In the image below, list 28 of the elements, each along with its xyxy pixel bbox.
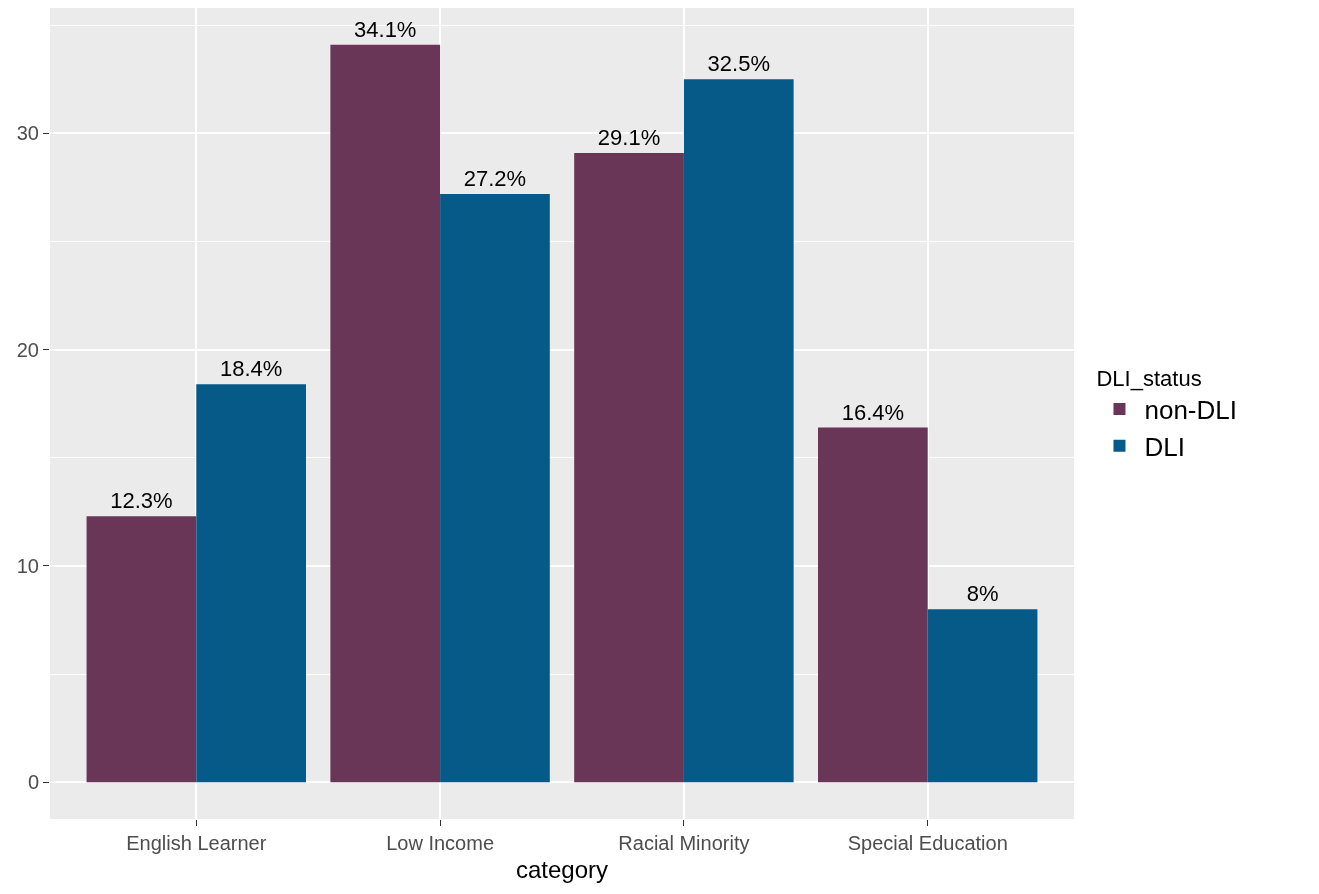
- legend-label: DLI: [1144, 431, 1185, 462]
- data-label: 16.4%: [841, 399, 905, 425]
- legend-title: DLI_status: [1096, 365, 1202, 391]
- y-tick-label: 10: [16, 554, 39, 577]
- bar: [818, 427, 928, 783]
- x-tick-label: Low Income: [386, 832, 495, 854]
- data-label: 32.5%: [707, 51, 770, 77]
- x-tick-label: English Learner: [126, 832, 267, 854]
- y-tick-label: 30: [16, 122, 39, 145]
- bar: [440, 193, 550, 783]
- data-label: 34.1%: [354, 16, 417, 42]
- bar: [683, 79, 794, 783]
- legend-label: non-DLI: [1144, 395, 1237, 426]
- x-axis-title: category: [515, 856, 609, 884]
- bar: [574, 152, 684, 783]
- data-label: 27.2%: [463, 165, 527, 191]
- y-tick-label: 20: [16, 338, 39, 361]
- data-label: 18.4%: [219, 356, 283, 382]
- bar: [86, 516, 197, 783]
- x-tick-label: Special Education: [847, 832, 1008, 854]
- bar: [927, 609, 1038, 783]
- x-tick-label: Racial Minority: [618, 832, 750, 854]
- bar: [330, 44, 441, 783]
- data-label: 12.3%: [110, 488, 173, 514]
- y-tick-label: 0: [27, 771, 39, 794]
- data-label: 29.1%: [597, 124, 661, 150]
- data-label: 8%: [966, 581, 999, 607]
- bar: [196, 384, 306, 783]
